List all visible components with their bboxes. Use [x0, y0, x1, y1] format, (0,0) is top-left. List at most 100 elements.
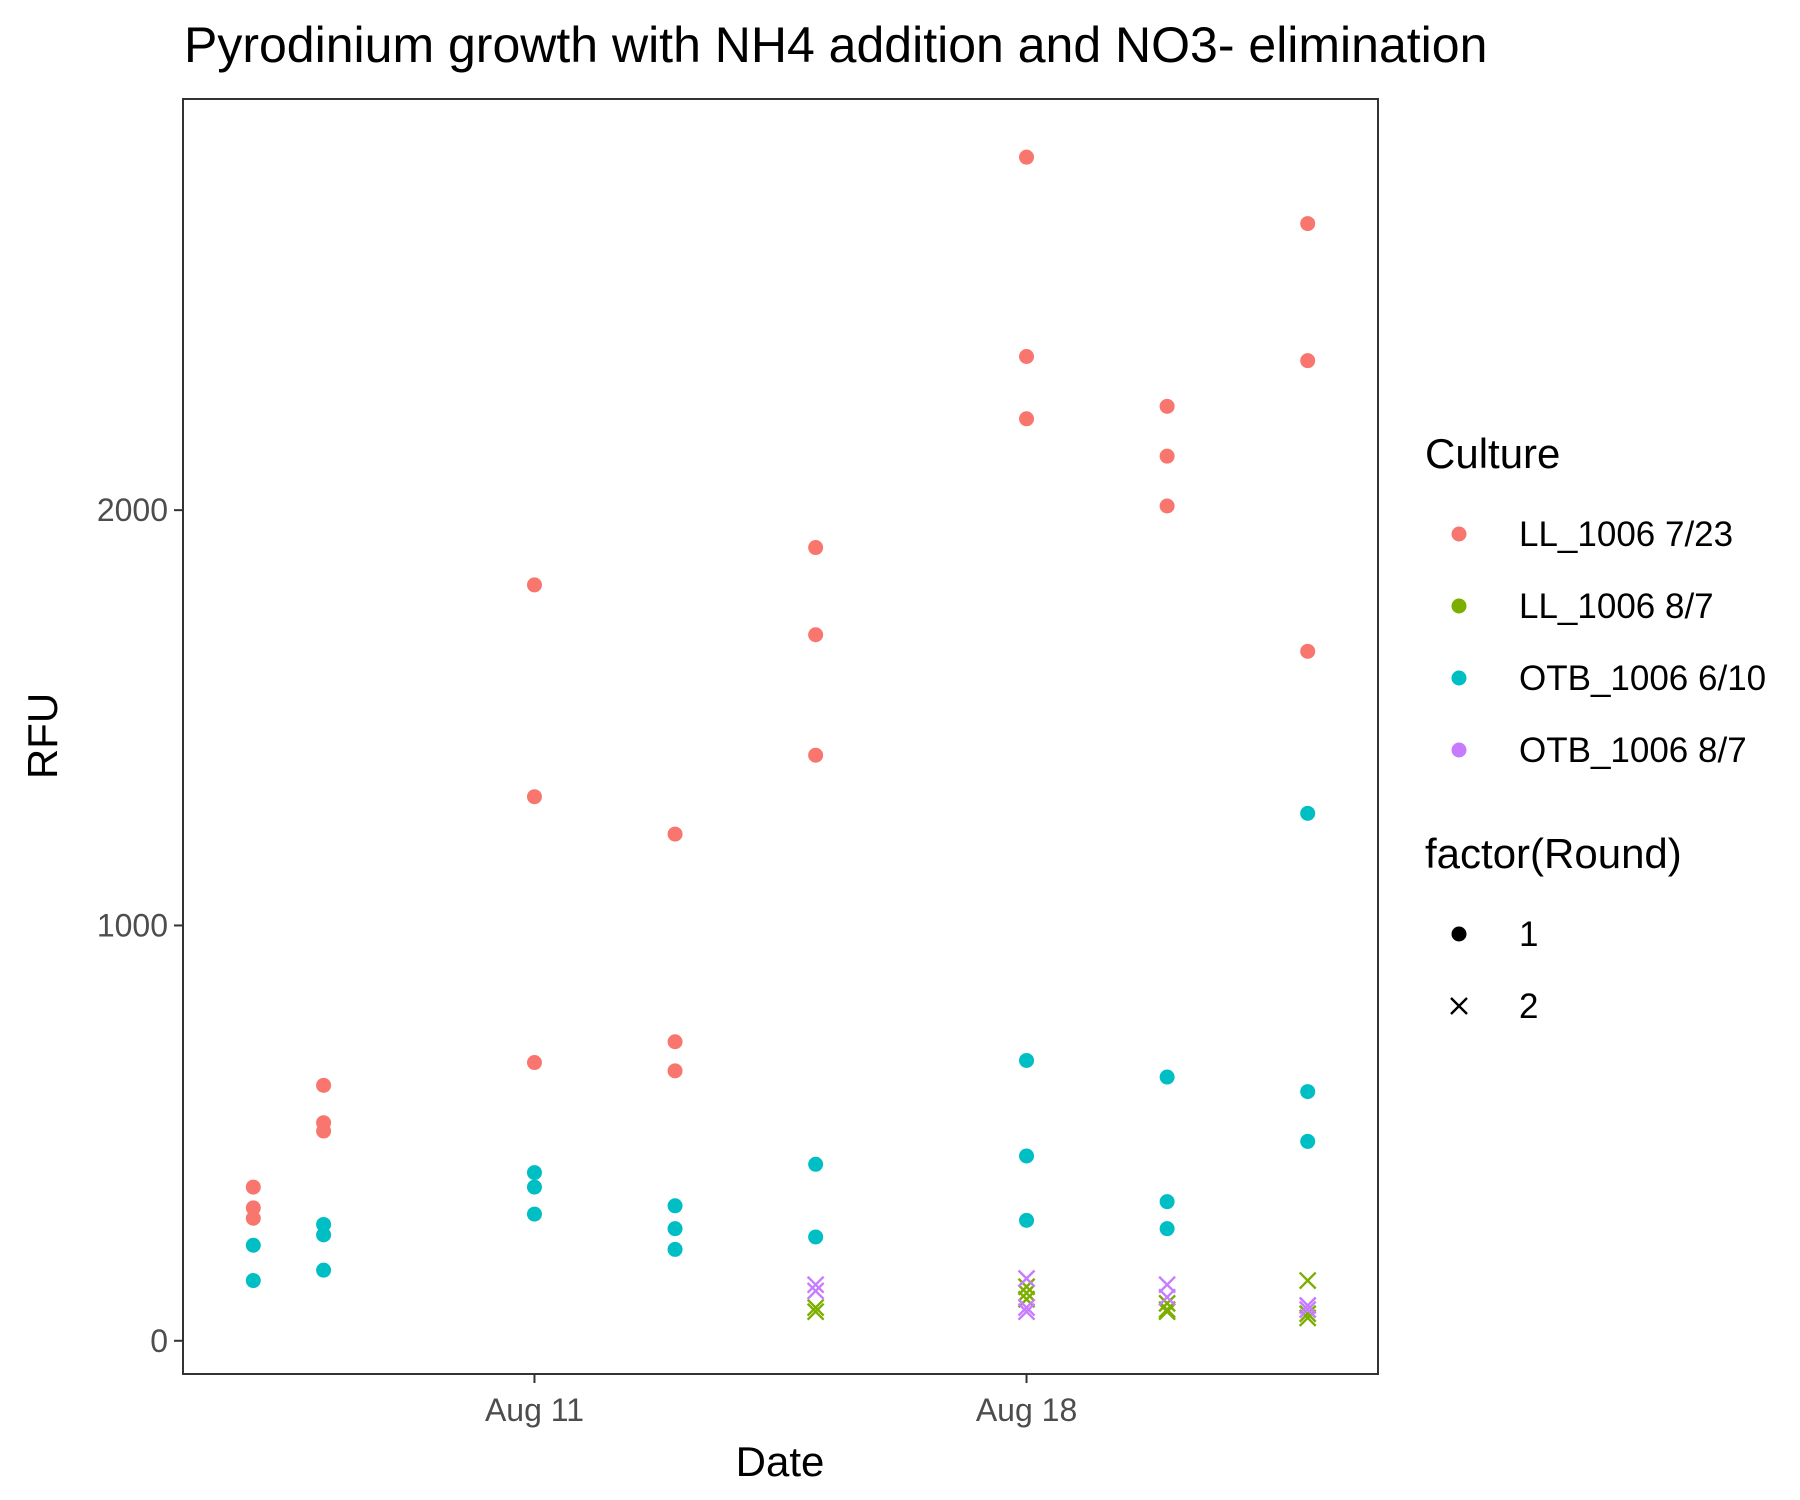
- data-point-cross: [806, 1282, 825, 1300]
- data-point-cross: [806, 1275, 825, 1294]
- data-point-circle: [316, 1262, 332, 1278]
- data-point-circle: [1159, 1194, 1175, 1210]
- data-point-circle: [1159, 448, 1175, 464]
- legend-label: LL_1006 8/7: [1519, 587, 1714, 626]
- data-point-circle: [526, 789, 542, 805]
- legend-round: factor(Round) 1 2: [1425, 830, 1682, 1026]
- legend-key-circle: [1451, 598, 1467, 614]
- x-tick-label: Aug 11: [485, 1392, 584, 1428]
- data-point-circle: [1300, 805, 1316, 821]
- data-point-circle: [245, 1237, 261, 1253]
- data-point-circle: [1159, 498, 1175, 514]
- data-point-cross: [1298, 1271, 1317, 1290]
- legend-entry: LL_1006 8/7: [1451, 587, 1714, 626]
- legend-label: 2: [1519, 987, 1538, 1026]
- data-point-circle: [316, 1216, 332, 1232]
- data-point-cross: [1298, 1309, 1317, 1327]
- data-point-circle: [1019, 1212, 1035, 1228]
- data-point-circle: [808, 1229, 824, 1245]
- data-point-circle: [245, 1273, 261, 1289]
- data-point-circle: [1159, 1221, 1175, 1237]
- data-point-circle: [316, 1077, 332, 1093]
- data-point-circle: [1300, 1133, 1316, 1149]
- data-point-circle: [1019, 348, 1035, 364]
- data-point-circle: [1019, 1052, 1035, 1068]
- data-point-cross: [1298, 1300, 1317, 1319]
- data-point-cross: [1017, 1277, 1036, 1296]
- y-tick-label: 2000: [97, 492, 168, 528]
- data-point-circle: [526, 1165, 542, 1181]
- legend-key-circle: [1451, 926, 1467, 942]
- data-point-circle: [316, 1123, 332, 1139]
- data-point-circle: [808, 540, 824, 556]
- legend: Culture LL_1006 7/23 LL_1006 8/7 OTB_1006 6…: [1425, 430, 1766, 1026]
- y-tick-label: 1000: [97, 907, 168, 943]
- series-ll-1006-8-7: [806, 1271, 1317, 1327]
- data-point-cross: [806, 1302, 825, 1321]
- data-point-circle: [667, 826, 683, 842]
- data-point-cross: [1017, 1302, 1036, 1321]
- data-point-cross: [1017, 1298, 1036, 1317]
- data-point-circle: [1019, 411, 1035, 427]
- plot-panel: [182, 98, 1379, 1375]
- legend-label: OTB_1006 8/7: [1519, 731, 1747, 770]
- data-point-cross: [1158, 1294, 1176, 1313]
- legend-key-circle: [1451, 742, 1467, 758]
- data-point-cross: [1017, 1284, 1036, 1302]
- data-point-cross: [1158, 1302, 1176, 1321]
- x-tick-label: Aug 18: [976, 1392, 1077, 1428]
- data-point-circle: [667, 1063, 683, 1079]
- data-point-cross: [1017, 1290, 1036, 1309]
- chart-title: Pyrodinium growth with NH4 addition and …: [184, 17, 1487, 73]
- series-ll-1006-7-23: [245, 149, 1316, 1226]
- data-point-circle: [245, 1179, 261, 1195]
- data-point-circle: [1300, 216, 1316, 232]
- data-point-cross: [1158, 1300, 1176, 1319]
- data-point-circle: [1159, 1069, 1175, 1085]
- legend-label: LL_1006 7/23: [1519, 515, 1733, 554]
- legend-key-cross: [1450, 997, 1468, 1015]
- data-point-circle: [808, 747, 824, 763]
- data-point-circle: [1019, 1148, 1035, 1164]
- data-point-cross: [1158, 1288, 1176, 1307]
- y-tick-label: 0: [150, 1323, 168, 1359]
- data-point-cross: [1158, 1275, 1176, 1294]
- data-point-circle: [1159, 398, 1175, 414]
- data-point-circle: [526, 1206, 542, 1222]
- data-point-circle: [526, 1179, 542, 1195]
- legend-key-circle: [1451, 526, 1467, 542]
- data-point-circle: [526, 1055, 542, 1071]
- data-point-circle: [245, 1210, 261, 1226]
- legend-entry: 2: [1450, 987, 1538, 1026]
- series-otb-1006-6-10: [245, 805, 1316, 1289]
- data-point-circle: [1300, 1084, 1316, 1100]
- data-point-circle: [526, 577, 542, 593]
- data-point-circle: [1019, 149, 1035, 165]
- legend-entry: OTB_1006 6/10: [1451, 659, 1766, 698]
- legend-entry: 1: [1451, 915, 1538, 954]
- data-point-circle: [667, 1034, 683, 1050]
- legend-title: Culture: [1425, 430, 1560, 477]
- series-otb-1006-8-7: [806, 1269, 1317, 1321]
- legend-entry: LL_1006 7/23: [1451, 515, 1733, 554]
- data-point-cross: [806, 1298, 825, 1317]
- legend-culture: Culture LL_1006 7/23 LL_1006 8/7 OTB_1006 6…: [1425, 430, 1766, 770]
- data-point-circle: [667, 1221, 683, 1237]
- data-point-circle: [1300, 353, 1316, 369]
- data-point-cross: [1298, 1296, 1317, 1315]
- data-point-circle: [667, 1198, 683, 1214]
- legend-title: factor(Round): [1425, 830, 1682, 877]
- legend-key-circle: [1451, 670, 1467, 686]
- x-axis: Aug 11 Aug 18: [485, 1374, 1077, 1428]
- legend-entry: OTB_1006 8/7: [1451, 731, 1747, 770]
- legend-label: 1: [1519, 915, 1538, 954]
- data-point-circle: [667, 1241, 683, 1257]
- data-point-circle: [808, 1156, 824, 1172]
- data-point-cross: [1298, 1304, 1317, 1323]
- data-point-circle: [808, 627, 824, 643]
- y-axis: 0 1000 2000: [97, 492, 183, 1359]
- data-point-circle: [245, 1200, 261, 1216]
- data-point-circle: [316, 1227, 332, 1243]
- y-axis-title: RFU: [19, 693, 66, 779]
